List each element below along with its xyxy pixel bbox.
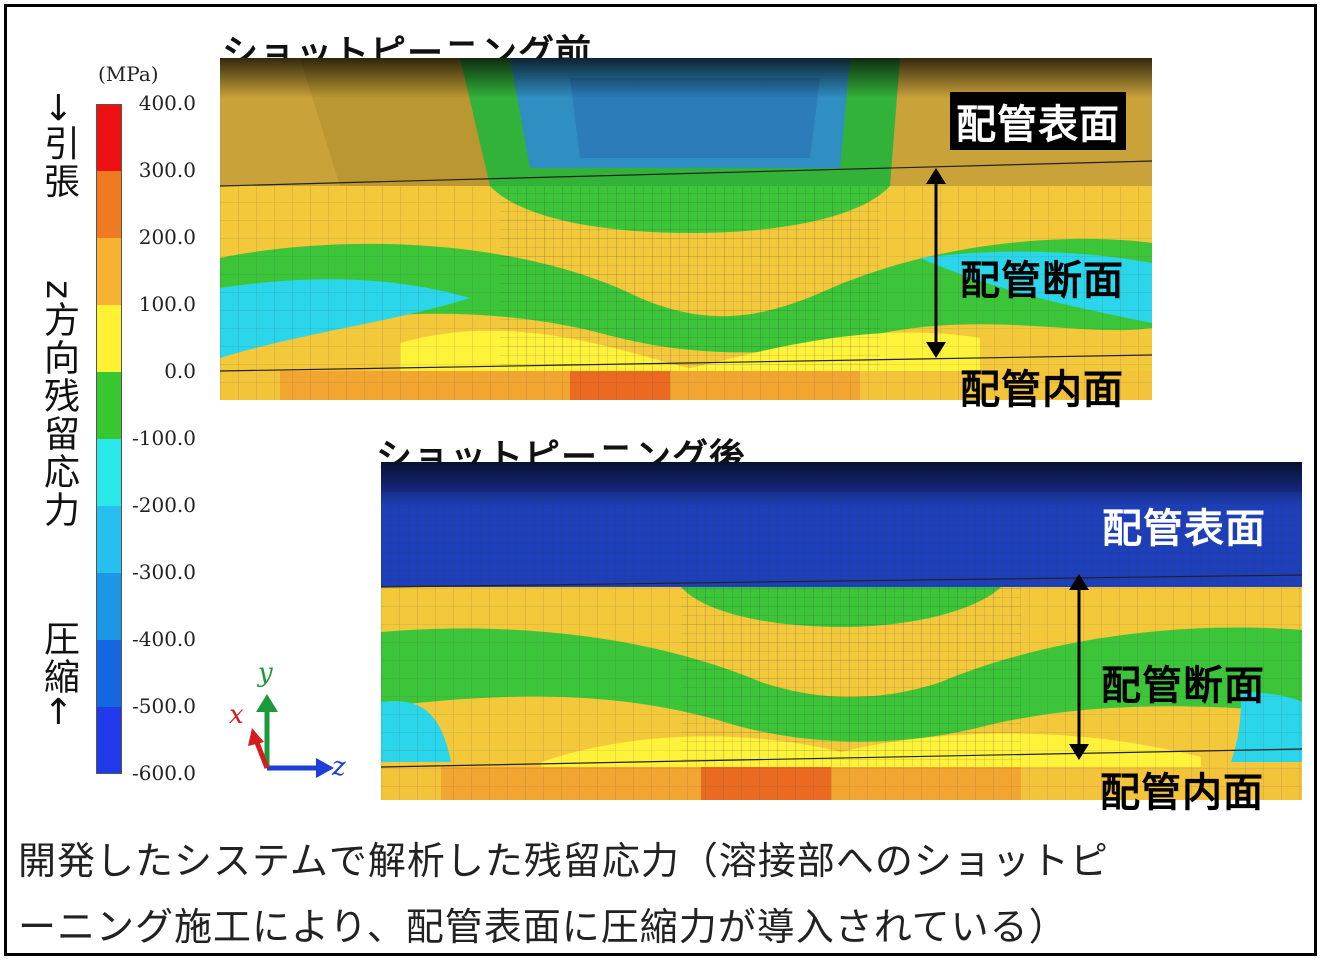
before-inner-label: 配管内面 [960, 367, 1124, 413]
colorbar-tick-label: -300.0 [131, 560, 196, 584]
colorbar-block [96, 506, 122, 574]
colorbar-block [96, 640, 122, 708]
colorbar-tick-label: 400.0 [138, 91, 196, 115]
colorbar-block [96, 305, 122, 373]
colorbar-tick-label: 100.0 [138, 292, 196, 316]
colorbar-block [96, 238, 122, 306]
colorbar-tick-label: -600.0 [131, 761, 196, 785]
stress-label-tension: →引張 [38, 92, 79, 201]
caption-line-2: ーニング施工により、配管表面に圧縮力が導入されている） [18, 905, 1068, 949]
figure-frame [4, 4, 1317, 956]
colorbar-tick-label: 300.0 [138, 158, 196, 182]
before-surface-label: 配管表面 [950, 92, 1126, 150]
panel-after [381, 462, 1302, 800]
colorbar-unit: (MPa) [98, 62, 159, 86]
colorbar [96, 104, 122, 774]
colorbar-block [96, 439, 122, 507]
colorbar-tick-label: -200.0 [131, 493, 196, 517]
colorbar-block [96, 171, 122, 239]
colorbar-tick-label: -100.0 [131, 426, 196, 450]
axis-triad-icon [248, 694, 334, 778]
before-section-label: 配管断面 [960, 258, 1124, 304]
stress-label-axis: z方向残留応力 [38, 280, 79, 529]
colorbar-tick-label: -400.0 [131, 627, 196, 651]
axis-x-label: x [229, 700, 244, 730]
after-surface-label: 配管表面 [1102, 506, 1266, 552]
colorbar-tick-label: 0.0 [164, 359, 196, 383]
colorbar-block [96, 707, 122, 774]
colorbar-tick-label: 200.0 [138, 225, 196, 249]
colorbar-tick-label: -500.0 [131, 694, 196, 718]
colorbar-block [96, 104, 122, 172]
panel-before [220, 58, 1152, 400]
axis-y-label: y [258, 658, 273, 688]
axis-z-label: z [332, 752, 346, 782]
after-inner-label: 配管内面 [1100, 770, 1264, 816]
caption-line-1: 開発したシステムで解析した残留応力（溶接部へのショットピ [18, 839, 1109, 883]
colorbar-block [96, 372, 122, 440]
colorbar-block [96, 573, 122, 641]
after-section-label: 配管断面 [1101, 663, 1265, 709]
stress-label-compression: 圧縮← [38, 620, 79, 729]
